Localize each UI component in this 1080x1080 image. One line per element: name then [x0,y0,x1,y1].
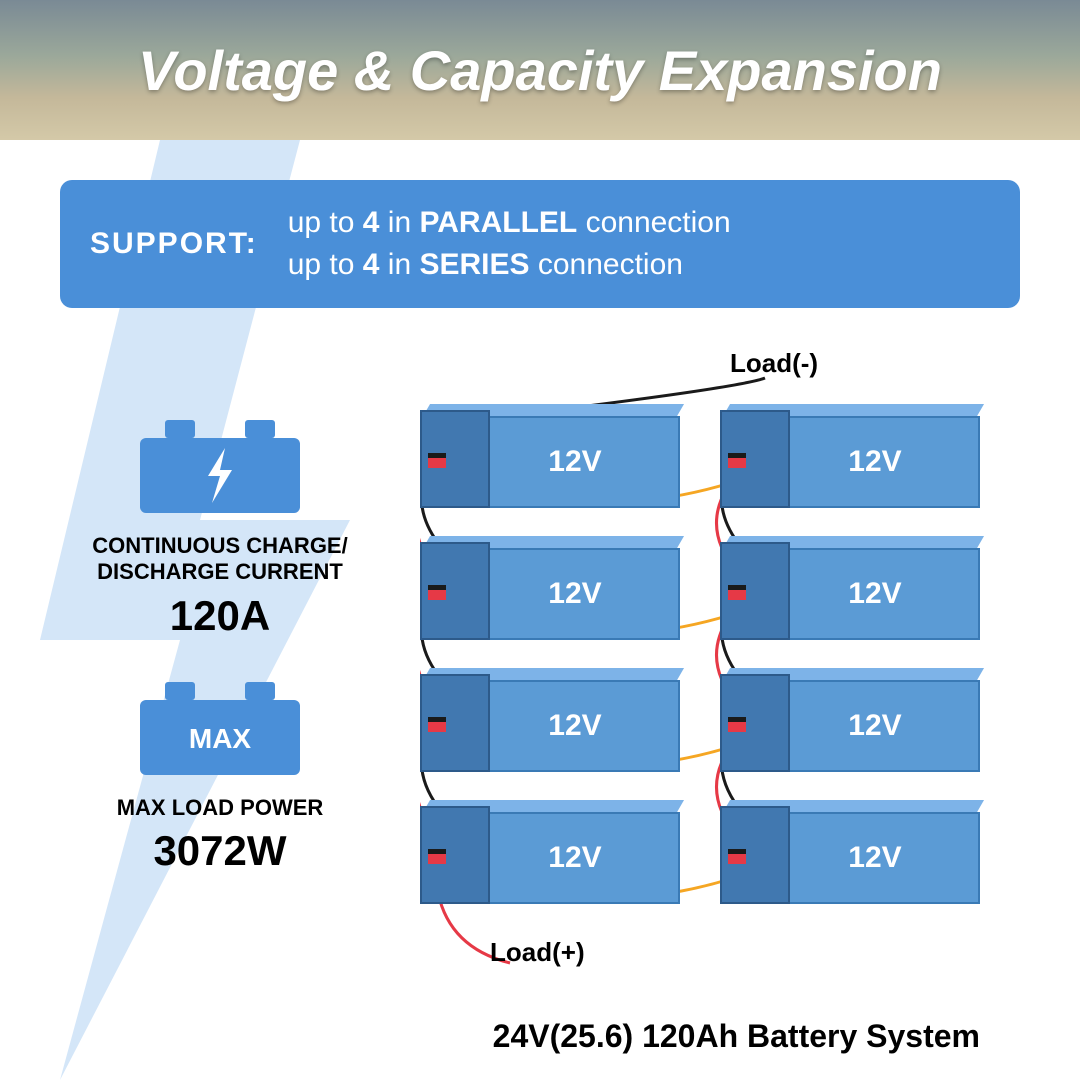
support-lines: up to 4 in PARALLEL connection up to 4 i… [288,202,731,286]
battery-cell: 12V [720,794,980,909]
battery-cell: 12V [720,662,980,777]
support-label: SUPPORT: [90,227,258,261]
hero-title: Voltage & Capacity Expansion [138,38,942,103]
battery-cell: 12V [420,398,680,513]
spec-power: MAX MAX LOAD POWER 3072W [117,670,324,875]
wiring-diagram: Load(-) [420,348,1040,1008]
support-line-1: up to 4 in PARALLEL connection [288,202,731,244]
spec-current-value: 120A [170,592,270,640]
load-negative-label: Load(-) [730,348,818,379]
load-positive-label: Load(+) [490,937,585,968]
support-box: SUPPORT: up to 4 in PARALLEL connection … [60,180,1020,308]
battery-cell: 12V [720,530,980,645]
hero-banner: Voltage & Capacity Expansion [0,0,1080,140]
battery-cell: 12V [720,398,980,513]
battery-cell: 12V [420,530,680,645]
system-caption: 24V(25.6) 120Ah Battery System [493,1018,980,1055]
support-line-2: up to 4 in SERIES connection [288,244,731,286]
main-row: CONTINUOUS CHARGE/ DISCHARGE CURRENT 120… [0,338,1080,1008]
spec-current-label: CONTINUOUS CHARGE/ DISCHARGE CURRENT [92,533,347,586]
spec-power-label: MAX LOAD POWER [117,795,324,821]
svg-text:MAX: MAX [189,723,252,754]
battery-max-icon: MAX [130,670,310,780]
battery-cell: 12V [420,662,680,777]
spec-power-value: 3072W [153,827,286,875]
battery-bolt-icon [130,408,310,518]
specs-column: CONTINUOUS CHARGE/ DISCHARGE CURRENT 120… [40,348,400,1008]
battery-grid: 12V 12V 12V 12V 12V 12V 12V 12V [420,398,980,914]
spec-current: CONTINUOUS CHARGE/ DISCHARGE CURRENT 120… [92,408,347,640]
battery-cell: 12V [420,794,680,909]
